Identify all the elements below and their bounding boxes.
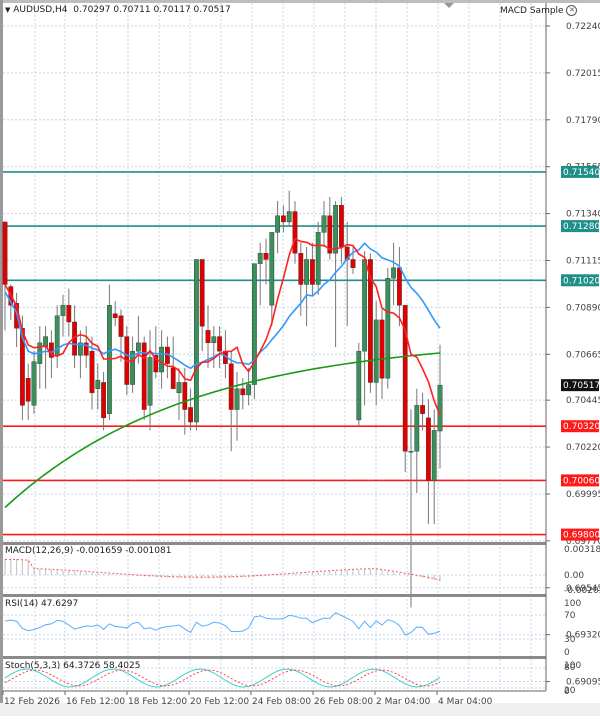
svg-text:0.70060: 0.70060 xyxy=(563,476,600,486)
svg-text:0.69320: 0.69320 xyxy=(566,631,600,641)
moving-averages xyxy=(4,237,441,509)
svg-text:0.70890: 0.70890 xyxy=(566,303,600,313)
high-price: 0.70711 xyxy=(113,5,151,15)
time-axis: 12 Feb 2026 16 Feb 12:00 18 Feb 12:00 20 Fe… xyxy=(2,691,493,707)
svg-text:0.71540: 0.71540 xyxy=(563,168,600,178)
svg-text:100: 100 xyxy=(564,661,581,671)
svg-text:0.71340: 0.71340 xyxy=(566,210,600,220)
svg-text:12 Feb 2026: 12 Feb 2026 xyxy=(4,697,60,707)
low-price: 0.70117 xyxy=(153,5,191,15)
symbol-timeframe: AUDUSD,H4 xyxy=(13,5,68,15)
chart-header: ▼ AUDUSD,H4 0.70297 0.70711 0.70117 0.70… xyxy=(5,5,231,15)
svg-text:0.71280: 0.71280 xyxy=(563,222,600,232)
svg-text:0: 0 xyxy=(564,687,570,697)
svg-text:0.69770: 0.69770 xyxy=(566,537,600,547)
svg-text:20 Feb 12:00: 20 Feb 12:00 xyxy=(190,697,249,707)
svg-text:80: 80 xyxy=(564,663,576,673)
svg-text:0.72240: 0.72240 xyxy=(566,22,600,32)
svg-text:0.71020: 0.71020 xyxy=(563,276,600,286)
svg-text:0.00: 0.00 xyxy=(564,571,584,581)
open-price: 0.70297 xyxy=(73,5,111,15)
svg-text:0.69095: 0.69095 xyxy=(566,678,600,688)
price-axis: 0.722400.720150.717900.715650.713400.711… xyxy=(546,22,600,697)
svg-text:0.70320: 0.70320 xyxy=(563,422,600,432)
svg-text:0.70665: 0.70665 xyxy=(566,350,600,360)
svg-text:0.69545: 0.69545 xyxy=(566,584,600,594)
svg-text:0.69995: 0.69995 xyxy=(566,490,600,500)
svg-text:16 Feb 12:00: 16 Feb 12:00 xyxy=(66,697,125,707)
svg-text:100: 100 xyxy=(564,599,581,609)
svg-text:70: 70 xyxy=(564,611,576,621)
svg-text:0.70220: 0.70220 xyxy=(566,443,600,453)
svg-text:0.70445: 0.70445 xyxy=(566,396,600,406)
level-lines xyxy=(3,171,546,536)
svg-text:30: 30 xyxy=(564,635,576,645)
svg-text:24 Feb 08:00: 24 Feb 08:00 xyxy=(252,697,311,707)
stoch-label: Stoch(5,3,3) 64.3726 58.4025 xyxy=(5,661,141,671)
shift-marker-icon[interactable] xyxy=(444,3,454,8)
svg-text:0.72015: 0.72015 xyxy=(566,69,600,79)
svg-text:20: 20 xyxy=(564,686,576,696)
sub-windows xyxy=(3,558,546,689)
symbol-menu-icon[interactable]: ▼ xyxy=(5,6,11,14)
svg-text:0.003185: 0.003185 xyxy=(564,545,600,555)
rsi-label: RSI(14) 47.6297 xyxy=(5,599,79,609)
svg-text:26 Feb 08:00: 26 Feb 08:00 xyxy=(314,697,373,707)
svg-text:0.70517: 0.70517 xyxy=(563,381,600,391)
candles xyxy=(2,190,443,608)
svg-text:2 Mar 04:00: 2 Mar 04:00 xyxy=(376,697,431,707)
macd-label: MACD(12,26,9) -0.001659 -0.001081 xyxy=(5,546,172,556)
svg-text:0.71790: 0.71790 xyxy=(566,116,600,126)
svg-text:0: 0 xyxy=(564,648,570,658)
grid-lines xyxy=(3,3,546,691)
svg-text:-0.002055: -0.002055 xyxy=(564,586,600,596)
svg-text:18 Feb 12:00: 18 Feb 12:00 xyxy=(128,697,187,707)
close-circle-icon[interactable]: ✕ xyxy=(566,5,578,16)
svg-text:4 Mar 04:00: 4 Mar 04:00 xyxy=(438,697,493,707)
svg-text:0.69800: 0.69800 xyxy=(563,531,600,541)
close-price: 0.70517 xyxy=(193,5,231,15)
svg-text:0.71115: 0.71115 xyxy=(566,257,600,267)
expert-advisor-label: MACD Sample ✕ xyxy=(500,5,578,16)
